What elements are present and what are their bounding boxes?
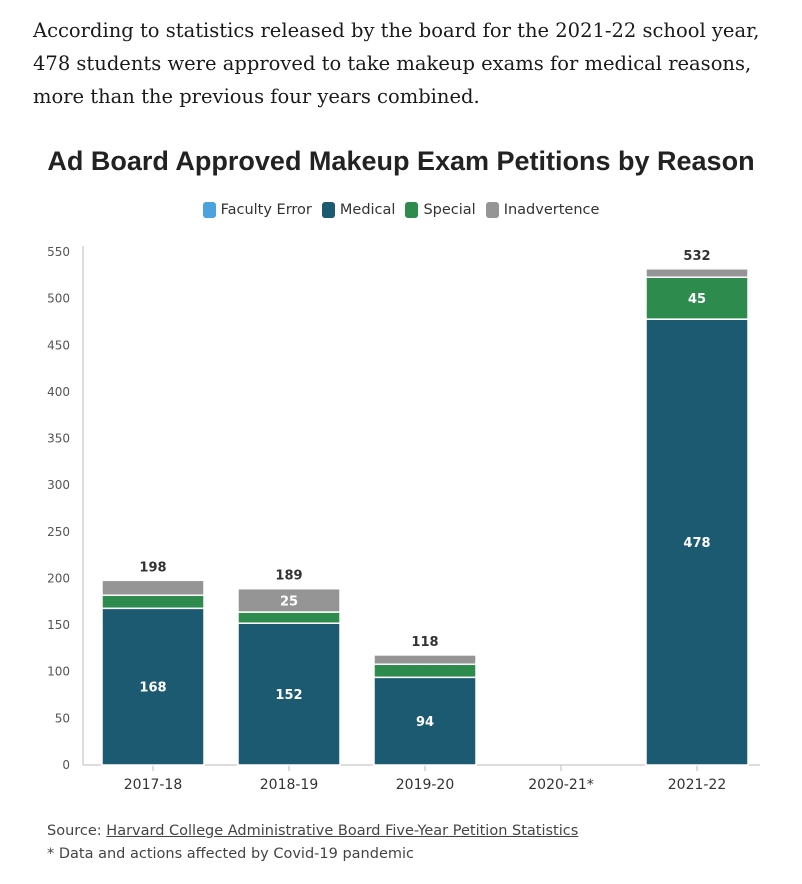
chart-footnote: * Data and actions affected by Covid-19 …	[47, 846, 414, 862]
total-label-2021-22: 532	[683, 249, 710, 264]
y-tick-label-550: 550	[47, 245, 70, 259]
source-link[interactable]: Harvard College Administrative Board Fiv…	[106, 823, 579, 839]
chart-source: Source: Harvard College Administrative B…	[47, 823, 578, 839]
x-tick-label-2021-22: 2021-22	[668, 777, 727, 793]
data-label-inadvertence-2018-19: 25	[280, 594, 298, 609]
y-tick-label-400: 400	[47, 385, 70, 399]
legend-label-medical: Medical	[339, 202, 396, 218]
y-tick-label-0: 0	[62, 758, 70, 772]
bar-inadvertence-2018-19	[237, 587, 341, 613]
legend-item-faculty-error[interactable]: Faculty Error	[202, 202, 312, 218]
bar-special-2019-20	[373, 663, 477, 679]
data-label-medical-2019-20: 94	[416, 715, 434, 730]
source-prefix: Source:	[47, 823, 107, 839]
y-tick-label-300: 300	[47, 478, 70, 492]
y-tick-label-100: 100	[47, 665, 70, 679]
bar-inadvertence-2019-20	[373, 654, 477, 666]
y-tick-label-250: 250	[47, 525, 70, 539]
total-label-2019-20: 118	[411, 635, 438, 650]
x-tick-label-2019-20: 2019-20	[396, 777, 455, 793]
data-label-medical-2018-19: 152	[275, 688, 302, 703]
x-tick-label-2018-19: 2018-19	[260, 777, 319, 793]
y-tick-label-150: 150	[47, 618, 70, 632]
legend-swatch-special	[405, 202, 419, 218]
legend-item-medical[interactable]: Medical	[321, 202, 396, 218]
y-tick-label-500: 500	[47, 292, 70, 306]
y-tick-label-200: 200	[47, 571, 70, 585]
legend-swatch-faculty-error	[202, 202, 216, 218]
bar-special-2018-19	[237, 611, 341, 624]
legend-item-inadvertence[interactable]: Inadvertence	[485, 202, 600, 218]
bar-medical-2019-20	[373, 676, 477, 766]
bar-special-2021-22	[645, 276, 749, 320]
y-tick-label-450: 450	[47, 338, 70, 352]
bar-special-2017-18	[101, 594, 205, 610]
bar-inadvertence-2017-18	[101, 579, 205, 596]
data-label-special-2021-22: 45	[688, 292, 706, 307]
data-label-medical-2017-18: 168	[139, 681, 166, 696]
legend-label-faculty-error: Faculty Error	[220, 202, 312, 218]
total-label-2018-19: 189	[275, 569, 302, 584]
legend-label-special: Special	[423, 202, 476, 218]
legend-item-special[interactable]: Special	[405, 202, 476, 218]
bar-medical-2017-18	[101, 607, 205, 766]
y-tick-label-350: 350	[47, 432, 70, 446]
bar-medical-2021-22	[645, 318, 749, 766]
legend-label-inadvertence: Inadvertence	[503, 202, 600, 218]
data-label-medical-2021-22: 478	[683, 536, 710, 551]
x-tick-label-2017-18: 2017-18	[124, 777, 183, 793]
y-tick-label-50: 50	[55, 711, 70, 725]
x-tick-label-2020-21: 2020-21*	[528, 777, 594, 793]
total-label-2017-18: 198	[139, 560, 166, 575]
bar-inadvertence-2021-22	[645, 268, 749, 278]
chart-title: Ad Board Approved Makeup Exam Petitions …	[47, 146, 755, 176]
intro-paragraph: According to statistics released by the …	[33, 19, 760, 108]
legend-swatch-inadvertence	[485, 202, 499, 218]
chart-legend: Faculty Error Medical Special Inadverten…	[0, 202, 802, 218]
legend-swatch-medical	[321, 202, 335, 218]
